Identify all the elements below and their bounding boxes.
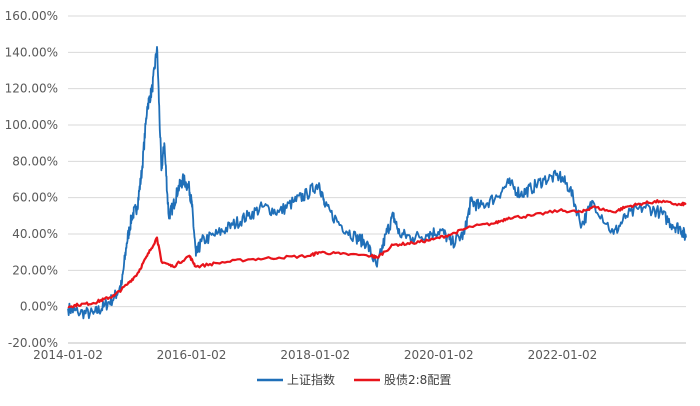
y-tick-label: 80.00% — [12, 154, 58, 168]
x-tick-label: 2020-01-02 — [404, 348, 474, 362]
y-tick-label: 0.00% — [20, 300, 58, 314]
y-tick-label: 20.00% — [12, 263, 58, 277]
legend-label: 上证指数 — [287, 372, 335, 387]
legend-item: 股债2:8配置 — [354, 373, 451, 387]
x-tick-label: 2018-01-02 — [280, 348, 350, 362]
series-line-1 — [67, 199, 687, 309]
y-tick-label: 140.00% — [5, 45, 58, 59]
axis-layer: 160.00% 140.00% 120.00% 100.00% 80.00% 60.00%… — [5, 9, 686, 362]
y-tick-label: 120.00% — [5, 82, 58, 96]
series-line-0 — [67, 46, 687, 320]
series-layer — [67, 46, 687, 320]
y-tick-label: -20.00% — [8, 336, 58, 350]
grid-layer — [68, 15, 686, 344]
x-tick-label: 2014-01-02 — [33, 348, 103, 362]
legend: 上证指数 股债2:8配置 — [257, 372, 451, 387]
x-tick-label: 2022-01-02 — [528, 348, 598, 362]
x-tick-label: 2016-01-02 — [157, 348, 227, 362]
y-tick-label: 60.00% — [12, 191, 58, 205]
legend-label: 股债2:8配置 — [384, 373, 451, 387]
legend-item: 上证指数 — [257, 372, 335, 387]
y-tick-label: 40.00% — [12, 227, 58, 241]
y-tick-label: 100.00% — [5, 118, 58, 132]
y-tick-label: 160.00% — [5, 9, 58, 23]
